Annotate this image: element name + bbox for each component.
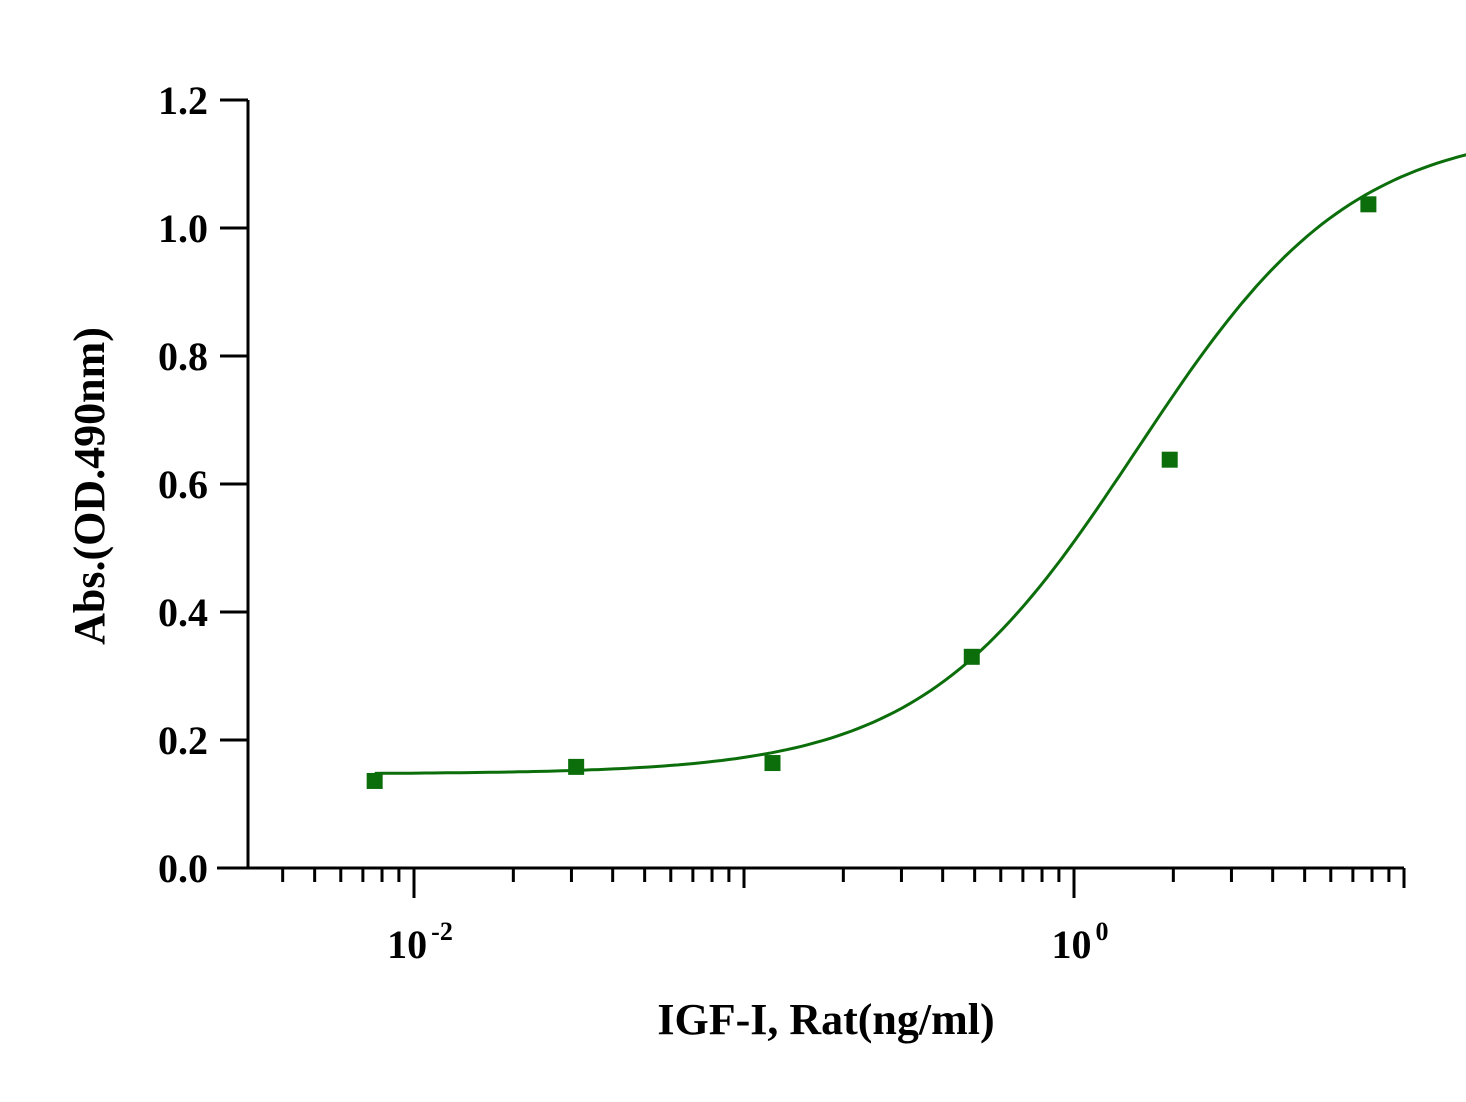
y-tick-label-0: 0.0 bbox=[158, 846, 208, 891]
data-point-1 bbox=[568, 758, 585, 775]
data-points bbox=[366, 196, 1377, 789]
data-point-5 bbox=[1360, 196, 1377, 213]
x-tick-label-0: 10 -2 bbox=[387, 917, 453, 967]
data-point-4 bbox=[1161, 451, 1178, 468]
data-point-2 bbox=[764, 755, 781, 772]
y-tick-label-3: 0.6 bbox=[158, 462, 208, 507]
y-tick-label-1: 0.2 bbox=[158, 718, 208, 763]
x-axis-title: IGF-I, Rat(ng/ml) bbox=[657, 995, 994, 1044]
y-axis-title: Abs.(OD.490nm) bbox=[65, 327, 114, 645]
fit-curve bbox=[374, 153, 1466, 775]
data-point-0 bbox=[366, 772, 383, 789]
y-tick-label-5: 1.0 bbox=[158, 206, 208, 251]
x-tick-label-1: 10 0 bbox=[1052, 917, 1109, 967]
y-tick-label-2: 0.4 bbox=[158, 590, 208, 635]
data-point-3 bbox=[963, 648, 980, 665]
y-tick-label-4: 0.8 bbox=[158, 334, 208, 379]
x-axis-ticks: 10-2100102104 bbox=[281, 868, 1406, 967]
y-axis-ticks: 0.0 0.2 0.4 0.6 0.8 1.0 1.2 bbox=[158, 78, 248, 891]
y-tick-label-6: 1.2 bbox=[158, 78, 208, 123]
